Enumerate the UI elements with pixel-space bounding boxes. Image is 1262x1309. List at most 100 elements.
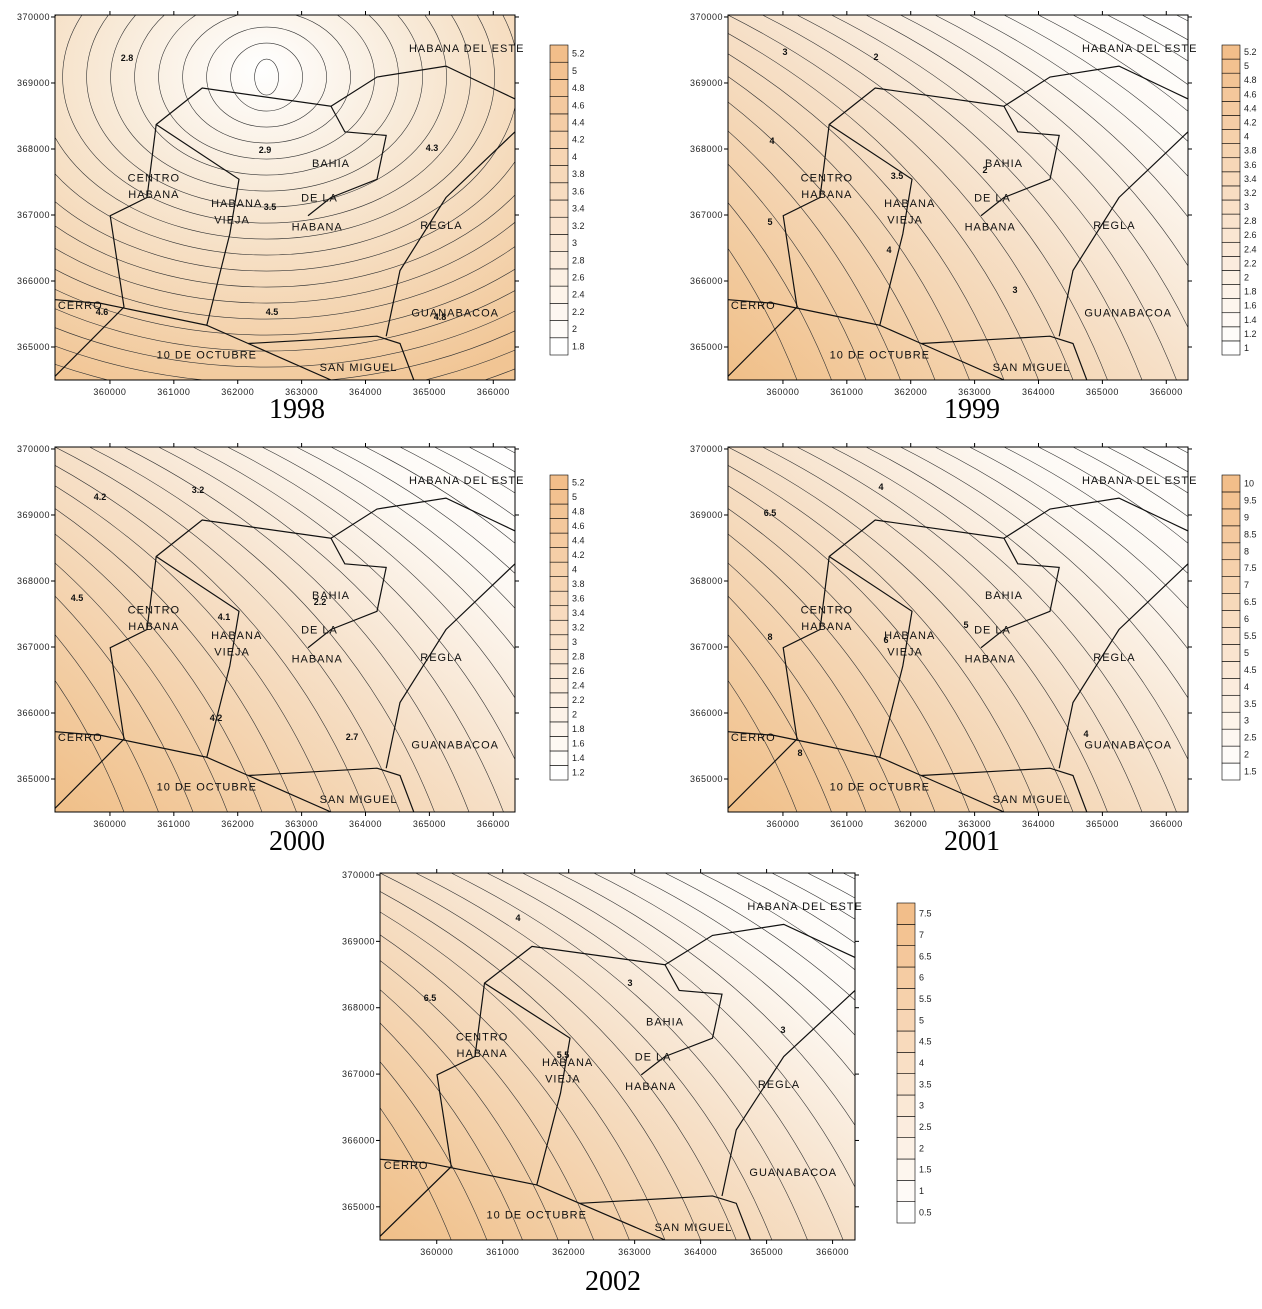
contour-line [762, 447, 1108, 812]
legend-swatch [1221, 185, 1241, 201]
contour-line [1072, 15, 1188, 86]
contour-line [55, 533, 263, 812]
legend-label: 5.5 [919, 994, 932, 1004]
legend-swatch [1221, 644, 1241, 662]
legend-label: 7 [919, 930, 924, 940]
contour-line [134, 15, 399, 176]
year-label: 2001 [944, 826, 1000, 857]
place-label: CERRO [731, 732, 776, 744]
legend-swatch [1221, 213, 1241, 229]
x-tick-label: 360000 [93, 819, 126, 829]
contour-line [296, 447, 515, 609]
legend-swatch [549, 182, 569, 201]
place-label: BAHIA [985, 590, 1023, 602]
legend-swatch [896, 1009, 916, 1032]
contour-line [55, 310, 515, 368]
place-label: 10 DE OCTUBRE [830, 781, 930, 793]
place-label: HABANA DEL ESTE [1082, 43, 1197, 55]
district-border [1058, 131, 1188, 337]
y-tick-label: 366000 [17, 276, 50, 286]
legend-swatch [1221, 678, 1241, 696]
place-label: CERRO [58, 300, 103, 312]
legend-swatch [549, 648, 569, 665]
contour-line [55, 465, 366, 812]
contour-line [728, 533, 936, 812]
place-label: GUANABACOA [1084, 307, 1172, 319]
contours [55, 15, 515, 380]
legend-label: 2.4 [1244, 244, 1257, 254]
y-tick-label: 368000 [342, 1003, 375, 1013]
district-border [248, 335, 415, 380]
contour-line [55, 680, 125, 812]
contour-line [399, 447, 515, 518]
legend-swatch [549, 268, 569, 287]
y-tick-label: 370000 [17, 12, 50, 22]
legend-swatch [896, 1030, 916, 1053]
contour-line [1003, 15, 1188, 143]
district-border [1058, 563, 1188, 769]
contour-label: 3.2 [192, 485, 205, 495]
legend-label: 1.5 [1244, 767, 1257, 777]
legend-swatch [1221, 171, 1241, 187]
legend-swatch [549, 736, 569, 752]
contour-label: 2 [982, 165, 987, 175]
contour-label: 3 [780, 1025, 785, 1035]
contour-line [380, 911, 666, 1240]
y-tick-label: 370000 [342, 870, 375, 880]
place-label: HABANA [128, 189, 179, 201]
legend-swatch [1221, 241, 1241, 257]
district-border [55, 65, 515, 377]
contour-line [629, 873, 855, 1036]
legend-label: 7.5 [919, 909, 932, 919]
legend-label: 5.2 [572, 49, 585, 59]
legend-label: 2 [572, 324, 577, 334]
place-label: HABANA DEL ESTE [409, 43, 524, 55]
x-tick-label: 363000 [958, 819, 991, 829]
map-panel: 360000 361000 362000 363000 364000 365000 3660… [690, 443, 1257, 857]
legend-label: 1.5 [919, 1165, 932, 1175]
x-tick-label: 363000 [285, 819, 318, 829]
x-tick-label: 364000 [349, 819, 382, 829]
legend-swatch [1221, 474, 1241, 493]
legend-label: 1 [919, 1186, 924, 1196]
legend-swatch [549, 489, 569, 505]
district-border [828, 123, 1005, 380]
y-tick-label: 366000 [342, 1135, 375, 1145]
contour-line [1038, 447, 1188, 544]
y-tick-label: 367000 [17, 642, 50, 652]
place-label: HABANA [457, 1048, 508, 1060]
legend-swatch [549, 576, 569, 592]
y-tick-label: 365000 [342, 1202, 375, 1212]
contour-line [728, 53, 1005, 380]
contour-line [55, 221, 515, 304]
contour-line [831, 447, 1177, 812]
legend-swatch [896, 1158, 916, 1181]
legend-label: 1.6 [572, 739, 585, 749]
legend-swatch [549, 474, 569, 490]
legend-label: 3 [919, 1101, 924, 1111]
legend-swatch [549, 619, 569, 636]
contour-line [192, 447, 515, 761]
place-label: HABANA DEL ESTE [1082, 475, 1197, 487]
place-label: REGLA [420, 220, 462, 232]
map-panel: 360000 361000 362000 363000 364000 365000 3660… [342, 869, 932, 1297]
legend-label: 3.6 [572, 593, 585, 603]
legend-label: 5.2 [1244, 47, 1257, 57]
legend-swatch [549, 148, 569, 166]
legend-label: 4 [572, 152, 577, 162]
legend-swatch [549, 518, 569, 534]
contour-line [762, 15, 1108, 380]
legend-swatch [896, 1052, 916, 1074]
legend-swatch [1221, 694, 1241, 713]
y-tick-label: 368000 [17, 144, 50, 154]
x-tick-label: 363000 [285, 387, 318, 397]
legend-label: 10 [1244, 478, 1254, 488]
contour-line [86, 15, 447, 208]
legend-label: 5 [1244, 61, 1249, 71]
legend-swatch [1221, 44, 1241, 60]
legend-label: 5.2 [572, 477, 585, 487]
map-frame [727, 14, 1189, 381]
legend-label: 4.2 [572, 135, 585, 145]
legend-label: 5 [919, 1015, 924, 1025]
legend-swatch [549, 765, 569, 781]
